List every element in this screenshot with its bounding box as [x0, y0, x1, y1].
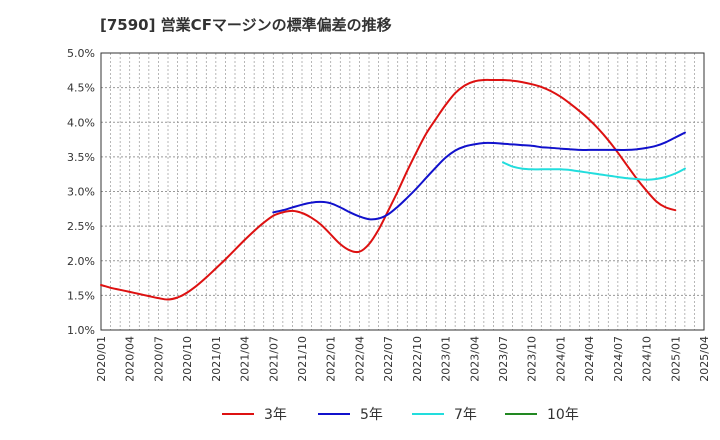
x-tick-label: 2025/01 [669, 336, 682, 382]
y-tick-label: 1.5% [67, 289, 95, 302]
legend-7y-label: 7年 [454, 407, 477, 423]
y-tick-label: 1.0% [67, 324, 95, 337]
legend-3y-label: 3年 [264, 407, 287, 423]
x-tick-label: 2021/04 [239, 336, 252, 382]
y-tick-label: 2.5% [67, 220, 95, 233]
x-tick-label: 2024/01 [554, 336, 567, 382]
x-tick-label: 2023/07 [497, 336, 510, 382]
series-3y-line [100, 78, 677, 301]
x-tick-label: 2020/07 [152, 336, 165, 382]
x-tick-label: 2022/04 [353, 336, 366, 382]
x-tick-label: 2025/04 [698, 336, 711, 382]
legend-10y-label: 10年 [547, 407, 579, 423]
x-tick-label: 2023/10 [526, 336, 539, 382]
chart-title: [7590] 営業CFマージンの標準偏差の推移 [100, 16, 392, 34]
x-tick-label: 2021/10 [296, 336, 309, 382]
x-tick-label: 2024/10 [641, 336, 654, 382]
x-tick-label: 2024/07 [612, 336, 625, 382]
plot-border [100, 52, 705, 331]
y-tick-label: 4.5% [67, 82, 95, 95]
series-5y-line [272, 131, 686, 221]
y-tick-label: 4.0% [67, 116, 95, 129]
series-7y-line [502, 161, 686, 181]
x-tick-label: 2020/04 [124, 336, 137, 382]
y-tick-label: 5.0% [67, 47, 95, 60]
y-tick-label: 2.0% [67, 255, 95, 268]
x-tick-label: 2022/01 [325, 336, 338, 382]
x-tick-label: 2022/07 [382, 336, 395, 382]
x-tick-label: 2020/01 [95, 336, 108, 382]
x-tick-label: 2021/07 [267, 336, 280, 382]
x-tick-label: 2020/10 [181, 336, 194, 382]
x-tick-label: 2023/04 [468, 336, 481, 382]
y-tick-label: 3.0% [67, 186, 95, 199]
legend-5y-label: 5年 [360, 407, 383, 423]
x-tick-label: 2021/01 [210, 336, 223, 382]
y-tick-label: 3.5% [67, 151, 95, 164]
x-tick-label: 2023/01 [440, 336, 453, 382]
x-tick-label: 2024/04 [583, 336, 596, 382]
x-tick-label: 2022/10 [411, 336, 424, 382]
